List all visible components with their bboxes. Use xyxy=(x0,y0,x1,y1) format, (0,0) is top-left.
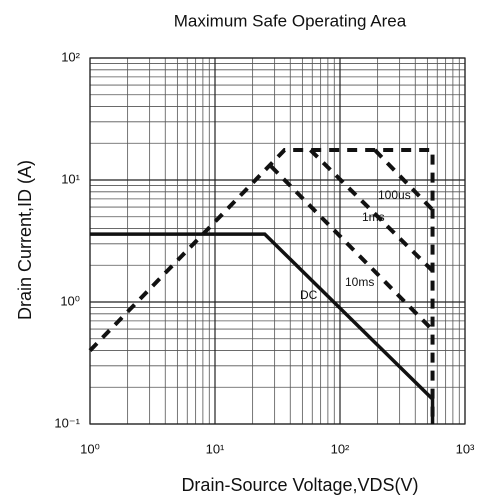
line-label: 10ms xyxy=(345,275,374,289)
y-tick-label: 10⁰ xyxy=(60,293,80,308)
y-axis-label: Drain Current,ID (A) xyxy=(15,160,35,320)
line xyxy=(373,148,434,212)
x-tick-label: 10² xyxy=(331,441,350,456)
line-label: 1ms xyxy=(362,210,385,224)
plot-frame xyxy=(89,57,466,425)
line xyxy=(90,232,435,424)
y-tick-label: 10² xyxy=(61,49,80,64)
x-axis-label: Drain-Source Voltage,VDS(V) xyxy=(181,475,418,495)
x-tick-label: 10³ xyxy=(456,441,475,456)
x-tick-label: 10¹ xyxy=(206,441,225,456)
x-tick-label: 10⁰ xyxy=(80,441,100,456)
y-tick-label: 10⁻¹ xyxy=(54,415,80,430)
line-label: DC xyxy=(300,288,318,302)
line xyxy=(269,164,434,332)
chart-title: Maximum Safe Operating Area xyxy=(174,11,407,30)
line xyxy=(88,148,435,424)
line-label: 100us xyxy=(378,188,411,202)
y-tick-label: 10¹ xyxy=(61,171,80,186)
